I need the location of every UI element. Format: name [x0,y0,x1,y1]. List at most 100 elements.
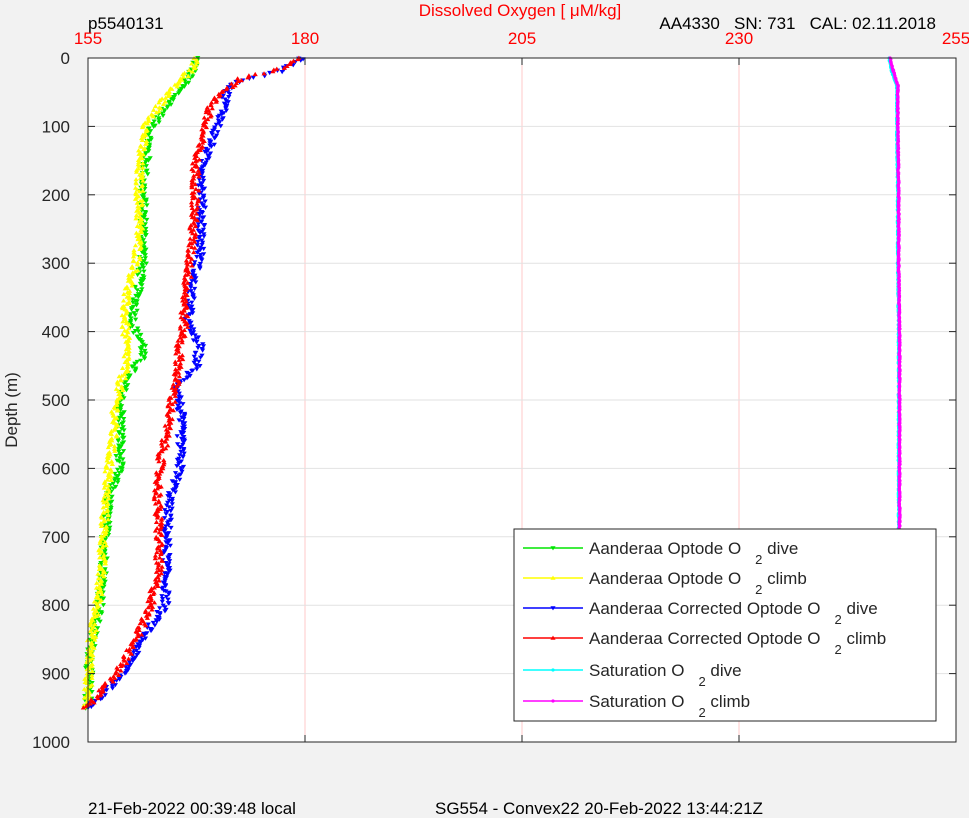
series-aanderaa-corrected-optode-o2-dive-point [216,121,222,126]
series-aanderaa-corrected-optode-o2-climb-point [154,549,160,555]
series-aanderaa-optode-o2-dive-point [130,297,136,302]
series-saturation-o2-climb-point [897,294,902,298]
series-aanderaa-corrected-optode-o2-dive-point [168,518,174,523]
series-aanderaa-corrected-optode-o2-dive-point [142,636,149,641]
series-aanderaa-corrected-optode-o2-climb-point [189,193,196,198]
series-aanderaa-optode-o2-climb-point [120,319,126,324]
series-aanderaa-corrected-optode-o2-climb-point [182,290,188,295]
series-aanderaa-corrected-optode-o2-dive-point [169,502,175,507]
series-aanderaa-optode-o2-dive-point [135,329,142,334]
series-aanderaa-corrected-optode-o2-climb-point [156,493,162,498]
series-aanderaa-corrected-optode-o2-climb-point [94,693,100,699]
series-aanderaa-optode-o2-climb-point [101,494,107,499]
series-aanderaa-optode-o2-climb-point [90,633,96,638]
series-aanderaa-corrected-optode-o2-dive-point [98,697,104,702]
series-aanderaa-corrected-optode-o2-dive-point [166,565,173,571]
series-aanderaa-corrected-optode-o2-dive-point [157,612,163,617]
series-saturation-o2-climb-point [897,212,901,216]
series-aanderaa-optode-o2-dive-point [121,410,127,415]
series-aanderaa-optode-o2-dive-point [185,80,192,85]
series-aanderaa-corrected-optode-o2-climb-point [207,114,214,119]
series-aanderaa-optode-o2-climb-point [116,382,122,387]
series-aanderaa-corrected-optode-o2-dive-point [165,523,171,528]
series-saturation-o2-climb-point [896,261,900,265]
series-saturation-o2-climb-point [898,397,902,401]
series-saturation-o2-climb-point [897,220,901,224]
series-aanderaa-corrected-optode-o2-dive-point [136,645,142,651]
series-aanderaa-corrected-optode-o2-climb-point [99,684,105,689]
series-aanderaa-corrected-optode-o2-dive-point [181,448,187,453]
series-aanderaa-optode-o2-climb-point [129,265,135,270]
series-aanderaa-corrected-optode-o2-climb-point [142,609,149,615]
series-aanderaa-corrected-optode-o2-climb-point [201,115,207,120]
series-aanderaa-optode-o2-dive-point [132,369,138,374]
series-saturation-o2-climb-point [898,368,902,372]
series-aanderaa-corrected-optode-o2-dive-point [152,623,158,628]
y-tick-label: 600 [42,459,70,478]
series-aanderaa-optode-o2-climb-point [105,512,111,518]
series-aanderaa-optode-o2-climb-point [172,82,178,87]
series-aanderaa-corrected-optode-o2-climb-point [157,539,163,544]
series-saturation-o2-climb-point [898,417,902,421]
series-aanderaa-optode-o2-climb-point [97,550,103,555]
series-aanderaa-optode-o2-climb-point [120,298,127,303]
series-aanderaa-optode-o2-climb-point [139,220,145,225]
series-saturation-o2-climb-point [898,413,902,417]
series-aanderaa-optode-o2-dive-point [130,330,136,336]
series-saturation-o2-climb-point [897,421,901,425]
series-aanderaa-corrected-optode-o2-dive-point [219,112,225,117]
series-aanderaa-optode-o2-dive-point [116,443,122,448]
series-aanderaa-optode-o2-dive-point [151,124,157,130]
series-aanderaa-corrected-optode-o2-dive-point [190,338,197,343]
series-aanderaa-optode-o2-climb-point [93,585,100,590]
series-aanderaa-corrected-optode-o2-climb-point [180,334,187,339]
series-aanderaa-corrected-optode-o2-climb-point [206,108,212,113]
series-aanderaa-optode-o2-dive-point [137,266,143,271]
series-aanderaa-corrected-optode-o2-climb-point [146,612,152,617]
series-aanderaa-optode-o2-climb-point [126,322,132,327]
series-aanderaa-corrected-optode-o2-climb-point [143,623,149,628]
series-aanderaa-optode-o2-climb-point [125,361,131,366]
series-aanderaa-optode-o2-climb-point [126,296,132,301]
series-aanderaa-corrected-optode-o2-dive-point [196,359,202,364]
series-aanderaa-corrected-optode-o2-climb-point [205,116,211,122]
series-aanderaa-optode-o2-climb-point [108,477,114,483]
series-saturation-o2-climb-point [897,204,901,208]
series-saturation-o2-climb-point [898,450,902,454]
legend-item-3: Aanderaa Corrected Optode O2 dive [523,599,878,627]
series-aanderaa-corrected-optode-o2-climb-point [83,703,89,709]
series-aanderaa-corrected-optode-o2-climb-point [144,615,150,620]
series-aanderaa-corrected-optode-o2-climb-point [159,437,165,443]
series-saturation-o2-climb-point [898,475,902,479]
series-aanderaa-optode-o2-climb-point [112,427,118,432]
series-aanderaa-corrected-optode-o2-dive-point [159,599,165,605]
series-saturation-o2-climb-point [897,442,902,446]
series-aanderaa-corrected-optode-o2-dive-point [163,594,169,600]
series-aanderaa-corrected-optode-o2-dive-point [162,536,168,541]
series-aanderaa-corrected-optode-o2-climb-point [148,597,154,603]
series-aanderaa-optode-o2-climb-point [95,571,101,576]
series-aanderaa-corrected-optode-o2-climb-point [228,81,235,86]
series-aanderaa-optode-o2-climb-point [101,519,107,524]
series-aanderaa-optode-o2-dive-point [133,293,139,299]
series-aanderaa-corrected-optode-o2-climb-point [192,159,198,164]
y-tick-label: 900 [42,665,70,684]
series-aanderaa-corrected-optode-o2-climb-point [194,218,200,223]
series-aanderaa-optode-o2-climb-point [98,581,104,586]
series-aanderaa-corrected-optode-o2-climb-point [191,173,197,178]
series-aanderaa-corrected-optode-o2-climb-point [176,374,183,379]
series-saturation-o2-climb-point [892,72,897,77]
y-tick-label: 400 [42,323,70,342]
x-tick-label: 205 [508,29,536,48]
series-aanderaa-optode-o2-climb-point [119,385,125,390]
series-aanderaa-corrected-optode-o2-dive-point [162,516,168,521]
series-saturation-o2-climb-point [889,60,893,64]
series-aanderaa-corrected-optode-o2-climb-point [184,324,191,329]
series-aanderaa-corrected-optode-o2-climb-point [139,632,145,637]
series-aanderaa-corrected-optode-o2-climb-point [135,633,141,639]
series-aanderaa-corrected-optode-o2-climb-point [165,403,171,409]
series-aanderaa-optode-o2-dive-point [141,356,148,361]
series-aanderaa-corrected-optode-o2-climb-point [179,340,185,345]
series-aanderaa-corrected-optode-o2-climb-point [156,568,162,573]
series-aanderaa-corrected-optode-o2-dive-point [197,355,204,360]
